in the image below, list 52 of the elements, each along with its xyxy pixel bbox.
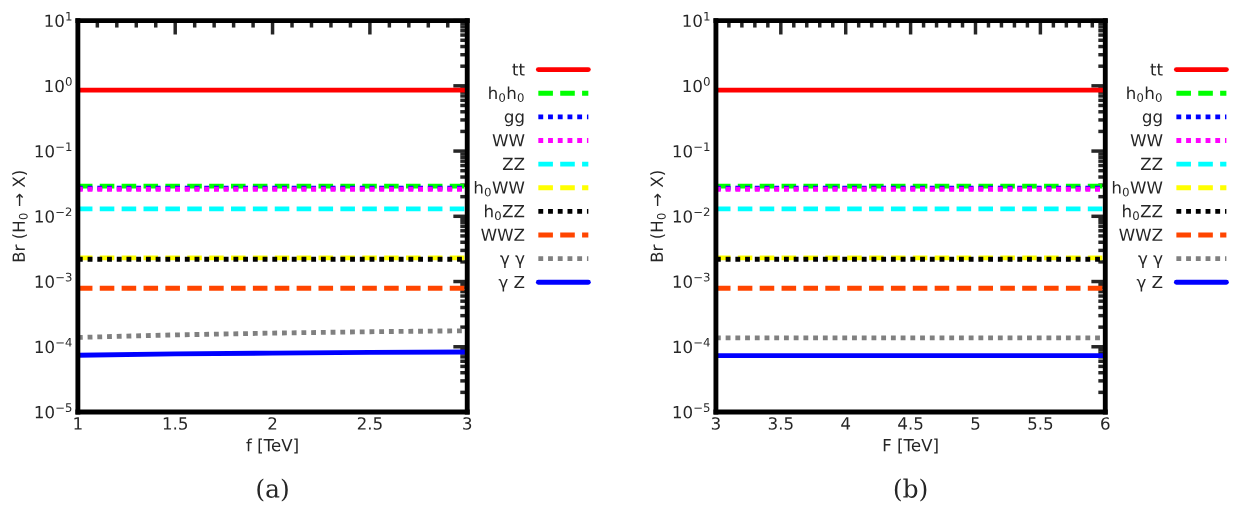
legend-label: tt — [1150, 63, 1163, 76]
legend-label: h$_{0}$ZZ — [485, 204, 525, 221]
legend-label: γ γ — [1138, 255, 1163, 268]
legend-label: h$_{0}$WW — [474, 180, 525, 197]
x-tick-label: 3 — [711, 417, 720, 430]
legend-label: h$_{0}$WW — [1112, 180, 1163, 197]
legend-label: ZZ — [502, 157, 525, 170]
legend-label: γ Z — [1136, 275, 1163, 292]
x-tick-label: 4.5 — [898, 417, 923, 430]
legend-label: γ γ — [500, 255, 525, 268]
legend-label: h$_{0}$h$_{0}$ — [489, 86, 524, 102]
legend-label: gg — [1142, 113, 1162, 127]
y-tick-label: 10$^{−2}$ — [673, 207, 710, 223]
x-tick-label: 4 — [841, 417, 851, 430]
x-tick-label: 5 — [971, 417, 980, 430]
x-axis-title: f [TeV] — [246, 438, 298, 454]
legend-label: WW — [492, 134, 525, 147]
legend-label: h$_{0}$h$_{0}$ — [1127, 86, 1162, 102]
y-tick-label: 10$^{−3}$ — [35, 272, 72, 288]
legend-label: γ Z — [498, 275, 525, 292]
legend-label: ZZ — [1140, 157, 1163, 170]
x-tick-label: 2 — [268, 417, 277, 430]
y-tick-label: 10$^{−3}$ — [673, 272, 710, 288]
x-tick-label: 2.5 — [357, 417, 382, 430]
legend-label: WW — [1130, 134, 1163, 147]
y-tick-label: 10$^{−2}$ — [35, 207, 72, 223]
y-tick-label: 10$^{0}$ — [45, 77, 72, 93]
x-tick-label: 3.5 — [768, 417, 793, 430]
y-tick-label: 10$^{−4}$ — [673, 338, 710, 354]
y-tick-label: 10$^{−5}$ — [673, 403, 710, 419]
text: (b) — [894, 478, 927, 502]
x-tick-label: 6 — [1101, 417, 1110, 430]
y-tick-label: 10$^{−5}$ — [35, 403, 72, 419]
text: (a) — [257, 478, 288, 502]
y-axis-title: Br (H$_{0}$ → X) — [12, 171, 28, 262]
y-tick-label: 10$^{−4}$ — [35, 338, 72, 354]
y-tick-label: 10$^{1}$ — [683, 11, 710, 28]
x-tick-label: 1 — [74, 417, 82, 430]
y-axis-title: Br (H$_{0}$ → X) — [650, 171, 666, 262]
y-tick-label: 10$^{0}$ — [683, 77, 710, 93]
legend-label: WWZ — [481, 228, 525, 241]
legend-label: tt — [512, 63, 525, 76]
x-axis-title: F [TeV] — [883, 438, 938, 454]
x-tick-label: 5.5 — [1028, 417, 1053, 430]
y-tick-label: 10$^{−1}$ — [35, 142, 72, 158]
legend-label: h$_{0}$ZZ — [1123, 204, 1163, 221]
legend-label: gg — [504, 113, 524, 127]
x-tick-label: 1.5 — [163, 417, 188, 430]
x-tick-label: 3 — [463, 417, 472, 430]
y-tick-label: 10$^{1}$ — [45, 11, 72, 28]
legend-label: WWZ — [1119, 228, 1163, 241]
y-tick-label: 10$^{−1}$ — [673, 142, 710, 158]
